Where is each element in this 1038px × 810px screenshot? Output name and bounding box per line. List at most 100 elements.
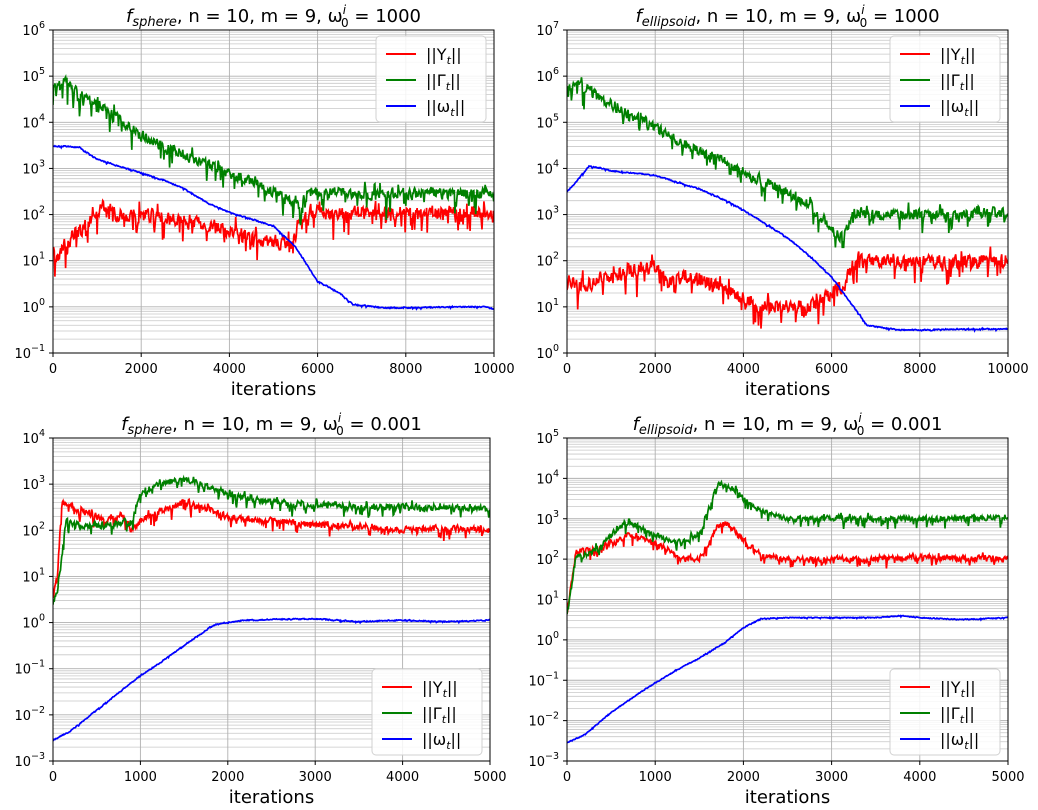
x-axis-label: iterations [745, 379, 830, 400]
series-line-2 [53, 474, 490, 605]
y-tick-label: 105 [536, 112, 559, 131]
y-tick-label: 103 [22, 474, 45, 493]
legend-entry: ||ωt|| [422, 730, 461, 752]
y-tick-label: 10−2 [528, 711, 559, 730]
series-line-2 [567, 479, 1008, 615]
chart-panel-2: 0 2000 4000 6000 8000 10000 100 101 102 103 104 105… [536, 3, 1028, 400]
y-tick-label: 10−1 [14, 659, 45, 678]
x-tick-label: 4000 [727, 362, 760, 377]
y-tick-label: 101 [536, 590, 559, 609]
series-line-3 [567, 164, 1008, 333]
x-tick-label: 5000 [991, 770, 1024, 785]
legend-entry: ||ωt|| [940, 730, 979, 752]
x-axis-label: iterations [229, 787, 314, 808]
series-line-1 [567, 521, 1008, 615]
x-tick-label: 10000 [987, 362, 1028, 377]
x-tick-label: 6000 [301, 362, 334, 377]
chart-panel-3: 0 1000 2000 3000 4000 5000 10−3 10−2 10−1 100 101 1… [14, 411, 506, 808]
y-tick-label: 100 [22, 297, 45, 316]
legend: ||Yt|| ||Γt|| ||ωt|| [371, 668, 483, 756]
legend: ||Yt|| ||Γt|| ||ωt|| [889, 668, 1001, 756]
legend-entry: ||Yt|| [426, 45, 462, 67]
legend-box [889, 35, 1001, 123]
x-tick-label: 8000 [903, 362, 936, 377]
y-tick-label: 101 [22, 251, 45, 270]
x-tick-label: 1000 [124, 770, 157, 785]
legend-entry: ||Γt|| [422, 704, 457, 726]
x-tick-label: 10000 [473, 362, 514, 377]
x-tick-label: 0 [49, 362, 57, 377]
x-tick-label: 4000 [903, 770, 936, 785]
x-tick-label: 1000 [639, 770, 672, 785]
y-tick-label: 103 [536, 205, 559, 224]
series-line-3 [53, 617, 490, 742]
legend-entry: ||Γt|| [940, 704, 975, 726]
y-tick-label: 100 [536, 630, 559, 649]
y-tick-label: 104 [536, 158, 559, 177]
chart-title: fsphere, n = 10, m = 9, ωi 0 = 0.001 [121, 411, 422, 438]
legend-entry: ||ωt|| [940, 97, 979, 119]
y-tick-label: 102 [22, 520, 45, 539]
x-tick-label: 4000 [213, 362, 246, 377]
x-tick-label: 2000 [125, 362, 158, 377]
x-tick-label: 4000 [386, 770, 419, 785]
axes-frame [52, 29, 495, 354]
chart-panel-1: 0 2000 4000 6000 8000 10000 10−1 100 101 102 103 10… [14, 3, 514, 400]
axes-frame [52, 437, 491, 762]
y-tick-label: 100 [22, 613, 45, 632]
y-tick-label: 10−3 [14, 751, 45, 770]
chart-title: fsphere, n = 10, m = 9, ωi 0 = 1000 [126, 3, 421, 30]
x-tick-label: 5000 [473, 770, 506, 785]
y-tick-label: 10−1 [528, 670, 559, 689]
x-tick-label: 8000 [389, 362, 422, 377]
legend-entry: ||Γt|| [426, 71, 461, 93]
x-axis-label: iterations [745, 787, 830, 808]
legend: ||Yt|| ||Γt|| ||ωt|| [889, 35, 1001, 123]
y-tick-label: 100 [536, 343, 559, 362]
y-tick-label: 106 [22, 20, 45, 39]
series-line-2 [53, 74, 494, 226]
legend-entry: ||Yt|| [940, 45, 976, 67]
x-tick-label: 6000 [815, 362, 848, 377]
y-tick-label: 105 [22, 66, 45, 85]
legend-entry: ||Yt|| [940, 678, 976, 700]
y-tick-label: 102 [536, 251, 559, 270]
legend-box [889, 668, 1001, 756]
y-tick-label: 106 [536, 66, 559, 85]
x-tick-label: 3000 [815, 770, 848, 785]
x-tick-label: 2000 [727, 770, 760, 785]
y-tick-label: 105 [536, 428, 559, 447]
y-tick-label: 101 [22, 566, 45, 585]
x-tick-label: 0 [563, 362, 571, 377]
chart-title: fellipsoid, n = 10, m = 9, ωi 0 = 1000 [635, 3, 939, 30]
y-tick-label: 104 [536, 468, 559, 487]
y-tick-label: 104 [22, 112, 45, 131]
y-tick-label: 103 [536, 509, 559, 528]
x-tick-label: 0 [49, 770, 57, 785]
legend-entry: ||Γt|| [940, 71, 975, 93]
y-tick-label: 10−2 [14, 705, 45, 724]
series-line-1 [567, 246, 1008, 329]
axes-frame [566, 29, 1009, 354]
legend-entry: ||Yt|| [422, 678, 458, 700]
chart-panel-4: 0 1000 2000 3000 4000 5000 10−3 10−2 10−1 100 101 1… [528, 411, 1024, 808]
y-tick-label: 102 [22, 205, 45, 224]
y-tick-label: 104 [22, 428, 45, 447]
series-line-2 [567, 77, 1008, 249]
x-tick-label: 3000 [299, 770, 332, 785]
y-tick-label: 102 [536, 549, 559, 568]
legend-box [375, 35, 487, 123]
x-tick-label: 0 [563, 770, 571, 785]
series-line-1 [53, 198, 494, 277]
y-tick-label: 10−1 [14, 343, 45, 362]
x-tick-label: 2000 [639, 362, 672, 377]
legend-box [371, 668, 483, 756]
x-axis-label: iterations [231, 379, 316, 400]
y-tick-label: 107 [536, 20, 559, 39]
x-tick-label: 2000 [211, 770, 244, 785]
y-tick-label: 10−3 [528, 751, 559, 770]
y-tick-label: 103 [22, 158, 45, 177]
legend-entry: ||ωt|| [426, 97, 465, 119]
legend: ||Yt|| ||Γt|| ||ωt|| [375, 35, 487, 123]
